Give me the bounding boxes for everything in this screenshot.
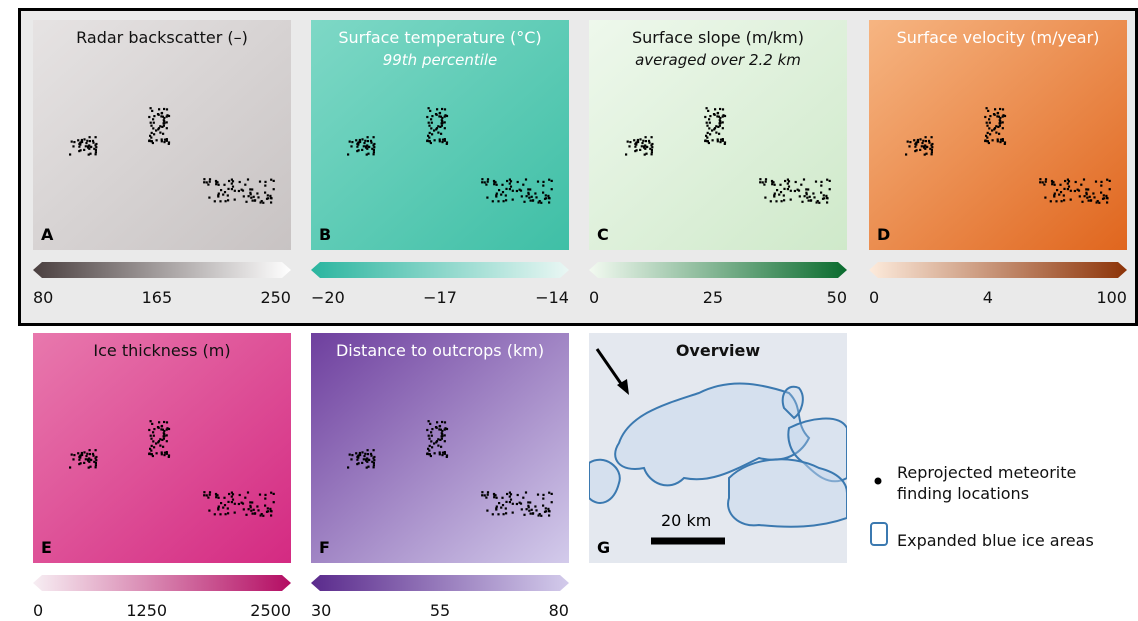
tick-label: 0 <box>33 601 44 620</box>
colorbar <box>589 262 847 278</box>
colorbar <box>869 262 1127 278</box>
panel-title: Surface temperature (°C) <box>338 28 542 47</box>
colorbar-ticks: 0 4 100 <box>869 288 1127 307</box>
tick-label: 50 <box>826 288 847 307</box>
tick-label: 55 <box>429 601 451 620</box>
legend-dot-icon <box>874 477 882 485</box>
overview-map <box>589 348 847 545</box>
panel-title: Surface velocity (m/year) <box>896 28 1100 47</box>
tick-label: 100 <box>1096 288 1127 307</box>
colorbar <box>33 262 291 278</box>
tick-label: −14 <box>535 288 569 307</box>
blue-ice-outlines <box>589 382 847 528</box>
map-panel: Distance to outcrops (km) F <box>311 333 569 563</box>
map-panel: Radar backscatter (–) A <box>33 20 291 250</box>
map-panel: Surface temperature (°C) 99th percentile B <box>311 20 569 250</box>
colorbar-ticks: 80 165 250 <box>33 288 291 307</box>
colorbar <box>33 575 291 591</box>
tick-label: −17 <box>423 288 457 307</box>
tick-label: 1250 <box>126 601 168 620</box>
colorbar-ticks: 0 1250 2500 <box>33 601 291 620</box>
panel-subtitle: 99th percentile <box>382 51 498 69</box>
tick-label: −20 <box>311 288 345 307</box>
map-panel: Surface slope (m/km) averaged over 2.2 km… <box>589 20 847 250</box>
tick-label: 250 <box>260 288 291 307</box>
colorbar-ticks: 0 25 50 <box>589 288 847 307</box>
map <box>869 20 1127 250</box>
tick-label: 25 <box>702 288 724 307</box>
overview-title: Overview <box>675 341 761 360</box>
map-panel: Ice thickness (m) E <box>33 333 291 563</box>
colorbar <box>311 262 569 278</box>
colorbar-ticks: −20 −17 −14 <box>311 288 569 307</box>
panel-title: Ice thickness (m) <box>93 341 231 360</box>
legend-label: Reprojected meteorite finding locations <box>897 463 1077 503</box>
panel-title: Surface slope (m/km) <box>631 28 804 47</box>
colorbar <box>311 575 569 591</box>
scale-label: 20 km <box>661 511 712 530</box>
north-arrow-head <box>617 379 629 395</box>
tick-label: 4 <box>982 288 993 307</box>
overview-panel: Overview 20 km G <box>589 333 847 563</box>
map <box>311 20 569 250</box>
map <box>33 333 291 563</box>
north-arrow <box>595 348 626 389</box>
map <box>33 20 291 250</box>
tick-label: 80 <box>548 601 569 620</box>
panel-letter: F <box>319 538 330 557</box>
panel-letter: E <box>41 538 52 557</box>
colorbar-ticks: 30 55 80 <box>311 601 569 620</box>
panel-title: Distance to outcrops (km) <box>335 341 545 360</box>
legend-box-icon <box>870 522 888 546</box>
tick-label: 80 <box>33 288 54 307</box>
panel-letter: G <box>597 538 611 557</box>
map <box>589 20 847 250</box>
map <box>311 333 569 563</box>
panel-letter: D <box>877 225 891 244</box>
panel-letter: A <box>41 225 54 244</box>
tick-label: 165 <box>141 288 173 307</box>
tick-label: 30 <box>311 601 332 620</box>
legend-label: Expanded blue ice areas <box>897 531 1094 550</box>
tick-label: 0 <box>589 288 600 307</box>
tick-label: 0 <box>869 288 880 307</box>
panel-letter: B <box>319 225 332 244</box>
tick-label: 2500 <box>250 601 291 620</box>
panel-subtitle: averaged over 2.2 km <box>635 51 801 69</box>
map-panel: Surface velocity (m/year) D <box>869 20 1127 250</box>
panel-letter: C <box>597 225 609 244</box>
panel-title: Radar backscatter (–) <box>76 28 248 47</box>
